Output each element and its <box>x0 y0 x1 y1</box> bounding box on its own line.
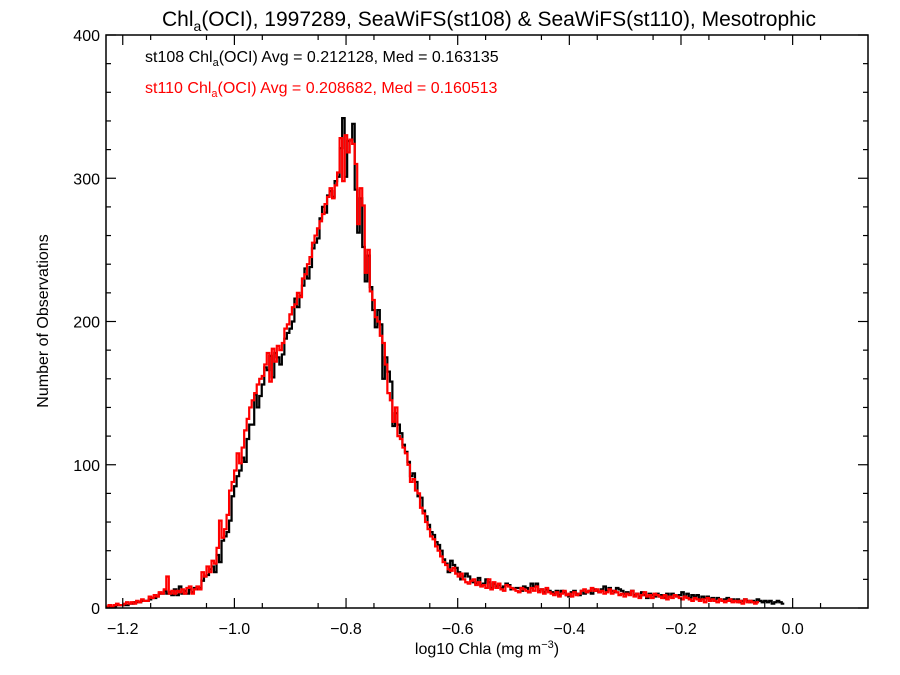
y-tick-label: 400 <box>73 28 100 45</box>
series-line-st108 <box>106 116 785 608</box>
series-layer <box>106 116 785 608</box>
x-tick-label: 0.0 <box>782 621 804 638</box>
series-stats-st108: st108 Chla(OCI) Avg = 0.212128, Med = 0.… <box>145 49 499 69</box>
y-tick-label: 0 <box>91 601 100 618</box>
y-tick-label: 200 <box>73 315 100 332</box>
plot-frame <box>105 34 869 609</box>
x-tick-label: −1.2 <box>107 621 139 638</box>
x-tick-label: −0.2 <box>665 621 697 638</box>
x-tick-label: −1.0 <box>219 621 251 638</box>
series-line-st110 <box>106 134 760 608</box>
y-tick-label: 100 <box>73 458 100 475</box>
series-stats-st110: st110 Chla(OCI) Avg = 0.208682, Med = 0.… <box>145 80 498 100</box>
plot-area: −1.2 −1.0 −0.8 −0.6 −0.4 −0.2 0.0 0 100 200 300 400 <box>73 28 869 638</box>
ticks-layer: −1.2 −1.0 −0.8 −0.6 −0.4 −0.2 0.0 0 100 200 300 400 <box>73 28 868 638</box>
x-tick-label: −0.6 <box>442 621 474 638</box>
x-axis-label: log10 Chla (mg m−3) <box>415 639 559 658</box>
y-axis-label: Number of Observations <box>35 234 52 407</box>
y-tick-label: 300 <box>73 171 100 188</box>
x-tick-label: −0.8 <box>330 621 362 638</box>
chart-title: Chla(OCI), 1997289, SeaWiFS(st108) & Sea… <box>162 8 816 34</box>
x-tick-label: −0.4 <box>554 621 586 638</box>
